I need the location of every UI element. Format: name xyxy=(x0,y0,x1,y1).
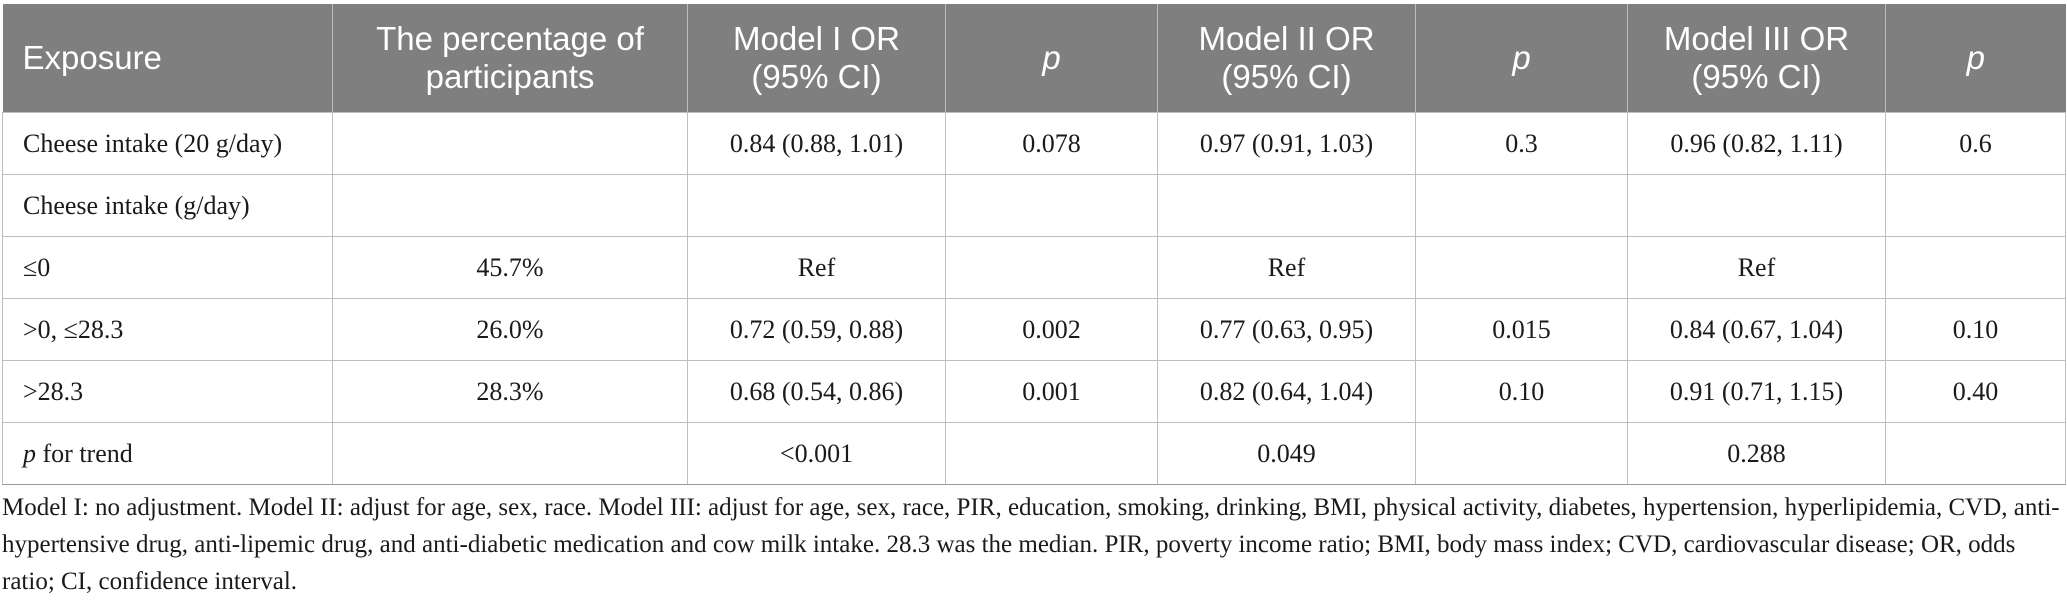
cell-model3-p: 0.40 xyxy=(1885,360,2066,423)
cell-model3-or: Ref xyxy=(1627,236,1886,299)
cell-model1-or: <0.001 xyxy=(687,422,946,485)
cell-exposure: >28.3 xyxy=(2,360,333,423)
header-percentage: The percentage of participants xyxy=(332,4,688,113)
cell-model1-p: 0.078 xyxy=(945,112,1158,175)
cell-model2-or: Ref xyxy=(1157,236,1416,299)
cell-model2-p xyxy=(1415,422,1628,485)
cell-model2-p xyxy=(1415,236,1628,299)
cell-model3-p xyxy=(1885,174,2066,237)
cell-model1-p xyxy=(945,422,1158,485)
results-table: Exposure The percentage of participants … xyxy=(2,4,2066,485)
header-model2-p: p xyxy=(1415,4,1628,113)
cell-model1-p xyxy=(945,236,1158,299)
header-exposure: Exposure xyxy=(2,4,333,113)
cell-model2-or: 0.049 xyxy=(1157,422,1416,485)
cell-model3-or: 0.96 (0.82, 1.11) xyxy=(1627,112,1886,175)
cell-exposure: Cheese intake (g/day) xyxy=(2,174,333,237)
table-row: >28.3 28.3% 0.68 (0.54, 0.86) 0.001 0.82… xyxy=(2,360,2066,423)
cell-model2-or: 0.77 (0.63, 0.95) xyxy=(1157,298,1416,361)
cell-percentage: 45.7% xyxy=(332,236,688,299)
cell-model2-p: 0.015 xyxy=(1415,298,1628,361)
table-row: >0, ≤28.3 26.0% 0.72 (0.59, 0.88) 0.002 … xyxy=(2,298,2066,361)
cell-model1-or: Ref xyxy=(687,236,946,299)
cell-percentage xyxy=(332,422,688,485)
table-row: Cheese intake (g/day) xyxy=(2,174,2066,237)
cell-percentage: 26.0% xyxy=(332,298,688,361)
cell-exposure: Cheese intake (20 g/day) xyxy=(2,112,333,175)
header-model1-p: p xyxy=(945,4,1158,113)
cell-percentage xyxy=(332,112,688,175)
cell-model1-or: 0.72 (0.59, 0.88) xyxy=(687,298,946,361)
header-model2-or: Model II OR (95% CI) xyxy=(1157,4,1416,113)
cell-model3-p: 0.6 xyxy=(1885,112,2066,175)
p-symbol: p xyxy=(23,438,36,468)
cell-model2-or: 0.82 (0.64, 1.04) xyxy=(1157,360,1416,423)
cell-model1-or: 0.68 (0.54, 0.86) xyxy=(687,360,946,423)
cell-exposure: ≤0 xyxy=(2,236,333,299)
cell-model2-p: 0.10 xyxy=(1415,360,1628,423)
cell-model3-or: 0.288 xyxy=(1627,422,1886,485)
cell-model3-or: 0.91 (0.71, 1.15) xyxy=(1627,360,1886,423)
table-row: p for trend <0.001 0.049 0.288 xyxy=(2,422,2066,485)
cell-model3-or xyxy=(1627,174,1886,237)
cell-model2-or: 0.97 (0.91, 1.03) xyxy=(1157,112,1416,175)
header-model3-p: p xyxy=(1885,4,2066,113)
cell-model1-or xyxy=(687,174,946,237)
cell-percentage: 28.3% xyxy=(332,360,688,423)
header-model3-or: Model III OR (95% CI) xyxy=(1627,4,1886,113)
table-row: Cheese intake (20 g/day) 0.84 (0.88, 1.0… xyxy=(2,112,2066,175)
cell-percentage xyxy=(332,174,688,237)
table-footnote: Model I: no adjustment. Model II: adjust… xyxy=(2,494,2060,595)
cell-model1-p: 0.001 xyxy=(945,360,1158,423)
cell-exposure: >0, ≤28.3 xyxy=(2,298,333,361)
table-row: ≤0 45.7% Ref Ref Ref xyxy=(2,236,2066,299)
cell-model3-p: 0.10 xyxy=(1885,298,2066,361)
trend-label: for trend xyxy=(36,438,133,468)
cell-model1-p: 0.002 xyxy=(945,298,1158,361)
header-row: Exposure The percentage of participants … xyxy=(2,4,2066,113)
cell-model3-or: 0.84 (0.67, 1.04) xyxy=(1627,298,1886,361)
cell-exposure: p for trend xyxy=(2,422,333,485)
header-model1-or: Model I OR (95% CI) xyxy=(687,4,946,113)
cell-model1-p xyxy=(945,174,1158,237)
cell-model3-p xyxy=(1885,422,2066,485)
cell-model1-or: 0.84 (0.88, 1.01) xyxy=(687,112,946,175)
cell-model2-p: 0.3 xyxy=(1415,112,1628,175)
cell-model2-p xyxy=(1415,174,1628,237)
cell-model2-or xyxy=(1157,174,1416,237)
cell-model3-p xyxy=(1885,236,2066,299)
